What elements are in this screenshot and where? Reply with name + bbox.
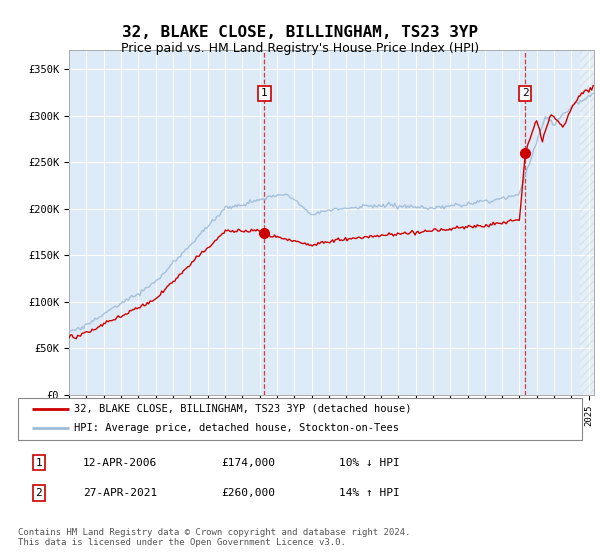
- Text: 2: 2: [521, 88, 529, 99]
- FancyBboxPatch shape: [18, 398, 582, 440]
- Text: £260,000: £260,000: [221, 488, 275, 498]
- Text: 1: 1: [261, 88, 268, 99]
- Text: HPI: Average price, detached house, Stockton-on-Tees: HPI: Average price, detached house, Stoc…: [74, 423, 400, 433]
- Text: 32, BLAKE CLOSE, BILLINGHAM, TS23 3YP (detached house): 32, BLAKE CLOSE, BILLINGHAM, TS23 3YP (d…: [74, 404, 412, 414]
- Text: 2: 2: [35, 488, 42, 498]
- Text: 14% ↑ HPI: 14% ↑ HPI: [340, 488, 400, 498]
- Bar: [580, 50, 594, 395]
- Text: 1: 1: [35, 458, 42, 468]
- Text: 32, BLAKE CLOSE, BILLINGHAM, TS23 3YP: 32, BLAKE CLOSE, BILLINGHAM, TS23 3YP: [122, 25, 478, 40]
- Text: Contains HM Land Registry data © Crown copyright and database right 2024.
This d: Contains HM Land Registry data © Crown c…: [18, 528, 410, 547]
- Text: 10% ↓ HPI: 10% ↓ HPI: [340, 458, 400, 468]
- Text: 12-APR-2006: 12-APR-2006: [83, 458, 157, 468]
- Text: Price paid vs. HM Land Registry's House Price Index (HPI): Price paid vs. HM Land Registry's House …: [121, 42, 479, 55]
- Text: £174,000: £174,000: [221, 458, 275, 468]
- Text: 27-APR-2021: 27-APR-2021: [83, 488, 157, 498]
